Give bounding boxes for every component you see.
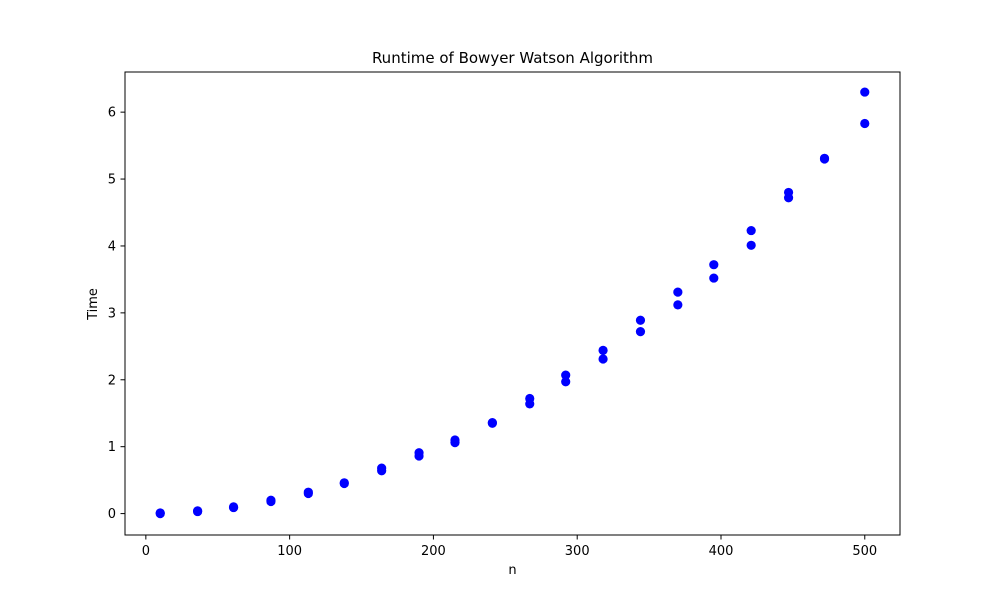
- data-point: [598, 345, 608, 355]
- data-point: [598, 354, 608, 364]
- data-point: [819, 153, 830, 163]
- x-tick-label: 100: [277, 544, 302, 559]
- data-point: [228, 502, 239, 512]
- data-point: [377, 463, 387, 473]
- data-point: [266, 495, 276, 505]
- data-point: [673, 300, 683, 310]
- data-point: [339, 478, 349, 488]
- plot-frame: [124, 71, 901, 536]
- data-point: [746, 240, 756, 250]
- data-point: [450, 435, 460, 445]
- data-point: [561, 377, 571, 387]
- y-tick-label: 6: [108, 106, 116, 121]
- data-point: [303, 487, 313, 497]
- data-point: [783, 187, 794, 198]
- data-point: [635, 327, 646, 337]
- y-tick-label: 0: [108, 507, 116, 522]
- data-point: [525, 393, 535, 404]
- data-point: [414, 448, 424, 458]
- data-point: [673, 287, 683, 297]
- data-point: [860, 87, 870, 97]
- data-point: [709, 273, 719, 283]
- chart-title: Runtime of Bowyer Watson Algorithm: [372, 49, 653, 67]
- data-point: [561, 370, 571, 380]
- data-point: [193, 506, 203, 516]
- y-tick-label: 1: [108, 440, 116, 455]
- x-tick-label: 200: [421, 544, 446, 559]
- data-point: [709, 260, 719, 270]
- x-axis-label: n: [508, 563, 516, 578]
- plot-area: 0 100 200 300 400 500 0 1 2 3 4 5 6: [108, 71, 901, 559]
- y-tick-label: 4: [108, 239, 116, 254]
- y-axis-label: Time: [86, 288, 101, 321]
- x-tick-label: 400: [709, 544, 734, 559]
- data-point: [635, 315, 646, 325]
- x-tick-label: 500: [852, 544, 877, 559]
- data-point: [860, 118, 870, 129]
- x-tick-label: 300: [565, 544, 590, 559]
- y-tick-label: 2: [108, 373, 116, 388]
- data-point: [487, 418, 497, 428]
- y-tick-label: 3: [108, 306, 116, 321]
- y-tick-label: 5: [108, 173, 116, 188]
- x-tick-label: 0: [142, 544, 150, 559]
- data-point: [155, 508, 165, 518]
- data-point: [746, 225, 756, 236]
